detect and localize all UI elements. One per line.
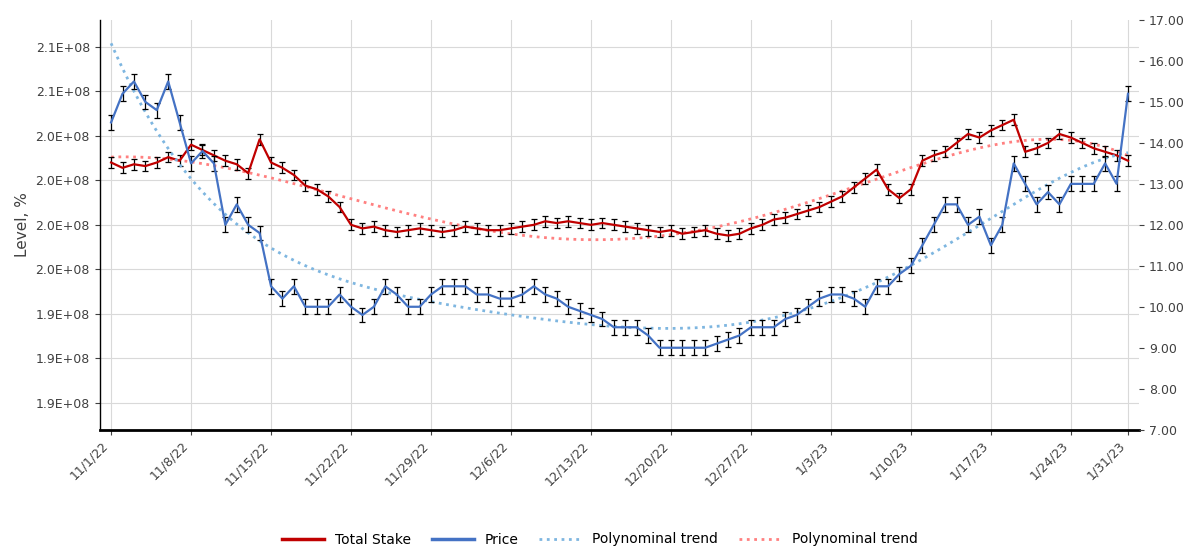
Y-axis label: Level, %: Level, % [14,192,30,257]
Legend: Total Stake, Price, Polynominal trend, Polynominal trend: Total Stake, Price, Polynominal trend, P… [277,527,923,552]
